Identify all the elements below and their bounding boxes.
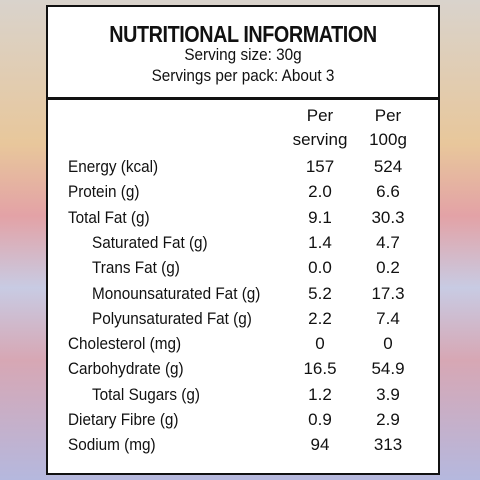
row-value: 2.9 (376, 410, 400, 429)
row-value: 1.2 (308, 384, 332, 404)
row-value: 157 (305, 157, 335, 176)
row-label: Monounsaturated Fat (g) (92, 283, 261, 303)
title: NUTRITIONAL INFORMATION (109, 21, 377, 47)
row-label: Energy (kcal) (68, 157, 159, 176)
row-value: 4.7 (376, 232, 400, 252)
column-header: Per 100g (369, 106, 407, 149)
row-value: 94 (310, 435, 330, 455)
row-label: Polyunsaturated Fat (g) (92, 308, 252, 328)
row-value: 0.0 (308, 258, 332, 278)
row-value: 1.4 (308, 232, 332, 252)
row-value: 16.5 (303, 359, 337, 379)
header: NUTRITIONAL INFORMATION Serving size: 30… (48, 7, 438, 100)
row-value: 7.4 (376, 308, 400, 328)
row-value: 0.2 (376, 258, 400, 278)
row-label: Total Sugars (g) (92, 384, 200, 404)
row-label: Sodium (mg) (68, 435, 156, 455)
row-value: 54.9 (371, 359, 405, 379)
nutrition-panel: NUTRITIONAL INFORMATION Serving size: 30… (46, 5, 440, 475)
header-line: Serving size: 30g (184, 45, 302, 64)
row-value: 17.3 (371, 283, 405, 303)
row-value: 30.3 (371, 207, 405, 227)
row-value: 524 (373, 157, 403, 176)
row-label: Carbohydrate (g) (68, 359, 184, 379)
header-line: Servings per pack: About 3 (151, 66, 335, 85)
row-label: Total Fat (g) (68, 207, 150, 227)
row-label: Trans Fat (g) (92, 258, 180, 278)
row-label: Protein (g) (68, 182, 140, 202)
row-label: Cholesterol (mg) (68, 334, 182, 354)
row-value: 6.6 (376, 182, 400, 202)
row-value: 2.2 (308, 308, 332, 328)
row-value: 0 (383, 334, 393, 354)
row-value: 0.9 (308, 410, 332, 429)
row-value: 9.1 (308, 207, 332, 227)
row-value: 5.2 (308, 283, 332, 303)
row-label: Saturated Fat (g) (92, 232, 208, 252)
row-value: 0 (315, 334, 325, 354)
row-label: Dietary Fibre (g) (68, 410, 179, 429)
row-value: 3.9 (376, 384, 400, 404)
column-header: Per serving (292, 106, 348, 149)
row-value: 313 (373, 435, 403, 455)
row-value: 2.0 (308, 182, 332, 202)
